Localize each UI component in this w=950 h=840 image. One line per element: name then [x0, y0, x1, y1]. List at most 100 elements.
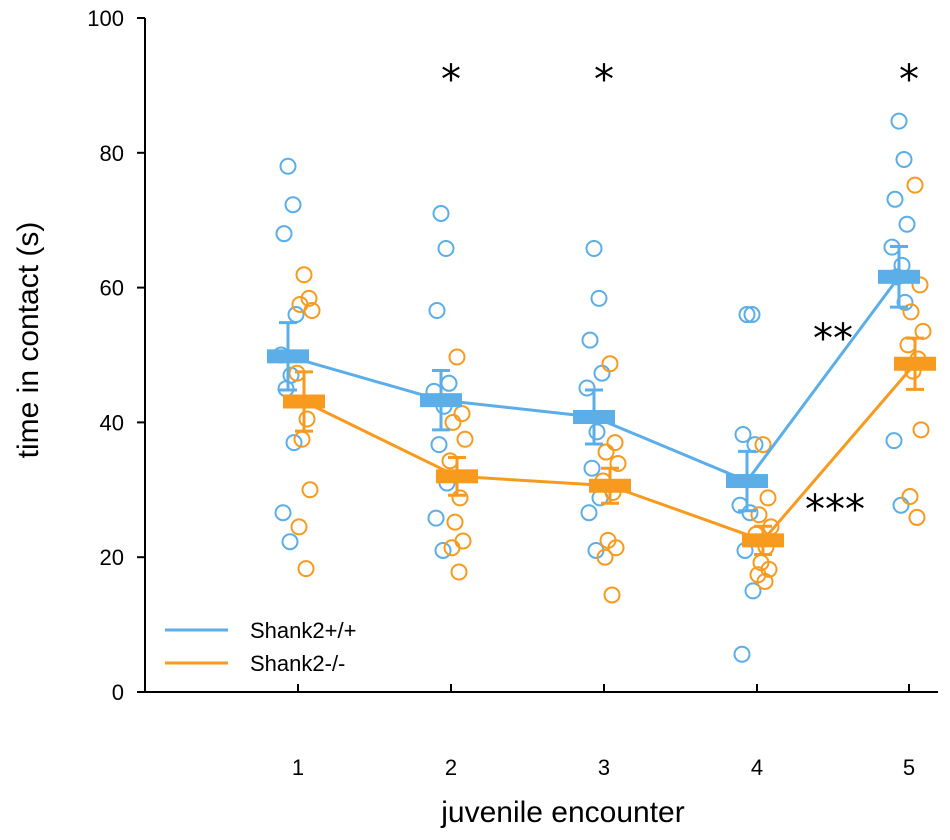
data-point-shank2-ko	[444, 413, 462, 431]
data-point-shank2-wt	[895, 151, 913, 169]
data-point-shank2-wt	[590, 289, 608, 307]
data-point-shank2-ko	[446, 513, 464, 531]
slope-significance-shank2-ko: ***	[805, 487, 865, 533]
data-point-shank2-ko	[902, 303, 920, 321]
data-point-shank2-ko	[601, 355, 619, 373]
data-point-shank2-wt	[898, 215, 916, 233]
data-point-shank2-wt	[593, 364, 611, 382]
data-point-shank2-ko	[901, 488, 919, 506]
data-point-shank2-wt	[437, 240, 455, 258]
significance-star: *	[594, 57, 614, 103]
data-point-shank2-wt	[287, 306, 305, 324]
x-axis-title: juvenile encounter	[440, 796, 685, 829]
data-point-shank2-ko	[906, 176, 924, 194]
mean-marker-shank2-wt	[726, 474, 768, 489]
data-point-shank2-ko	[607, 539, 625, 557]
data-point-shank2-ko	[453, 405, 471, 423]
data-point-shank2-ko	[298, 410, 316, 428]
data-point-shank2-wt	[733, 645, 751, 663]
mean-marker-shank2-wt	[878, 269, 920, 284]
mean-marker-shank2-wt	[420, 393, 462, 408]
data-point-shank2-ko	[596, 548, 614, 566]
data-point-shank2-ko	[297, 560, 315, 578]
data-point-shank2-ko	[290, 518, 308, 536]
data-point-shank2-ko	[754, 436, 772, 454]
data-point-shank2-wt	[428, 302, 446, 320]
data-point-shank2-ko	[908, 508, 926, 526]
data-point-shank2-ko	[451, 489, 469, 507]
mean-marker-shank2-wt	[267, 349, 309, 364]
data-point-shank2-ko	[750, 506, 768, 524]
mean-marker-shank2-ko	[894, 356, 936, 371]
y-tick-label: 100	[87, 6, 124, 31]
data-point-shank2-ko	[295, 266, 313, 284]
data-point-shank2-ko	[301, 481, 319, 499]
mean-markers	[267, 244, 936, 557]
y-tick-label: 0	[112, 680, 124, 705]
data-point-shank2-wt	[892, 496, 910, 514]
y-tick-label: 20	[100, 545, 124, 570]
data-point-shank2-wt	[440, 374, 458, 392]
y-ticks: 0 20 40 60 80 100	[87, 6, 145, 705]
y-tick-label: 80	[100, 141, 124, 166]
data-point-shank2-ko	[609, 455, 627, 473]
data-point-shank2-wt	[738, 306, 756, 324]
data-point-shank2-ko	[303, 302, 321, 320]
data-point-shank2-ko	[443, 539, 461, 557]
data-point-shank2-wt	[886, 190, 904, 208]
data-point-shank2-wt	[743, 306, 761, 324]
data-points	[272, 112, 932, 663]
data-point-shank2-ko	[760, 560, 778, 578]
x-tick-label: 4	[751, 755, 763, 780]
data-point-shank2-ko	[597, 443, 615, 461]
mean-marker-shank2-ko	[283, 394, 325, 409]
data-point-shank2-ko	[448, 348, 466, 366]
data-point-shank2-wt	[281, 533, 299, 551]
legend-label-shank2-ko: Shank2-/-	[250, 651, 345, 676]
data-point-shank2-wt	[578, 379, 596, 397]
data-point-shank2-ko	[454, 532, 472, 550]
data-point-shank2-ko	[606, 434, 624, 452]
y-tick-label: 40	[100, 410, 124, 435]
significance-star: *	[441, 57, 461, 103]
data-point-shank2-wt	[734, 426, 752, 444]
data-point-shank2-ko	[912, 421, 930, 439]
data-point-shank2-wt	[285, 434, 303, 452]
x-tick-label: 5	[903, 755, 915, 780]
legend-label-shank2-wt: Shank2+/+	[250, 618, 356, 643]
data-point-shank2-ko	[456, 430, 474, 448]
mean-marker-shank2-ko	[436, 469, 478, 484]
data-point-shank2-wt	[427, 509, 445, 527]
data-point-shank2-wt	[890, 112, 908, 130]
y-tick-label: 60	[100, 276, 124, 301]
data-point-shank2-wt	[274, 504, 292, 522]
data-point-shank2-ko	[756, 572, 774, 590]
significance-star: *	[899, 57, 919, 103]
data-point-shank2-wt	[284, 196, 302, 214]
slope-significance-shank2-wt: **	[813, 316, 853, 362]
x-tick-label: 2	[445, 755, 457, 780]
data-point-shank2-ko	[759, 489, 777, 507]
mean-marker-shank2-ko	[589, 478, 631, 493]
data-point-shank2-ko	[441, 452, 459, 470]
data-point-shank2-ko	[450, 563, 468, 581]
data-point-shank2-wt	[581, 331, 599, 349]
x-tick-label: 1	[292, 755, 304, 780]
data-point-shank2-wt	[885, 432, 903, 450]
x-ticks: 1 2 3 4 5	[292, 684, 915, 780]
data-point-shank2-wt	[430, 436, 448, 454]
series-line-shank2-wt	[287, 275, 901, 483]
mean-marker-shank2-ko	[742, 533, 784, 548]
data-point-shank2-wt	[741, 504, 759, 522]
data-point-shank2-ko	[300, 289, 318, 307]
data-point-shank2-ko	[603, 586, 621, 604]
mean-marker-shank2-wt	[573, 410, 615, 425]
data-point-shank2-wt	[275, 225, 293, 243]
data-point-shank2-wt	[279, 157, 297, 175]
data-point-shank2-wt	[744, 582, 762, 600]
data-point-shank2-wt	[580, 504, 598, 522]
data-point-shank2-wt	[583, 459, 601, 477]
data-point-shank2-wt	[588, 423, 606, 441]
